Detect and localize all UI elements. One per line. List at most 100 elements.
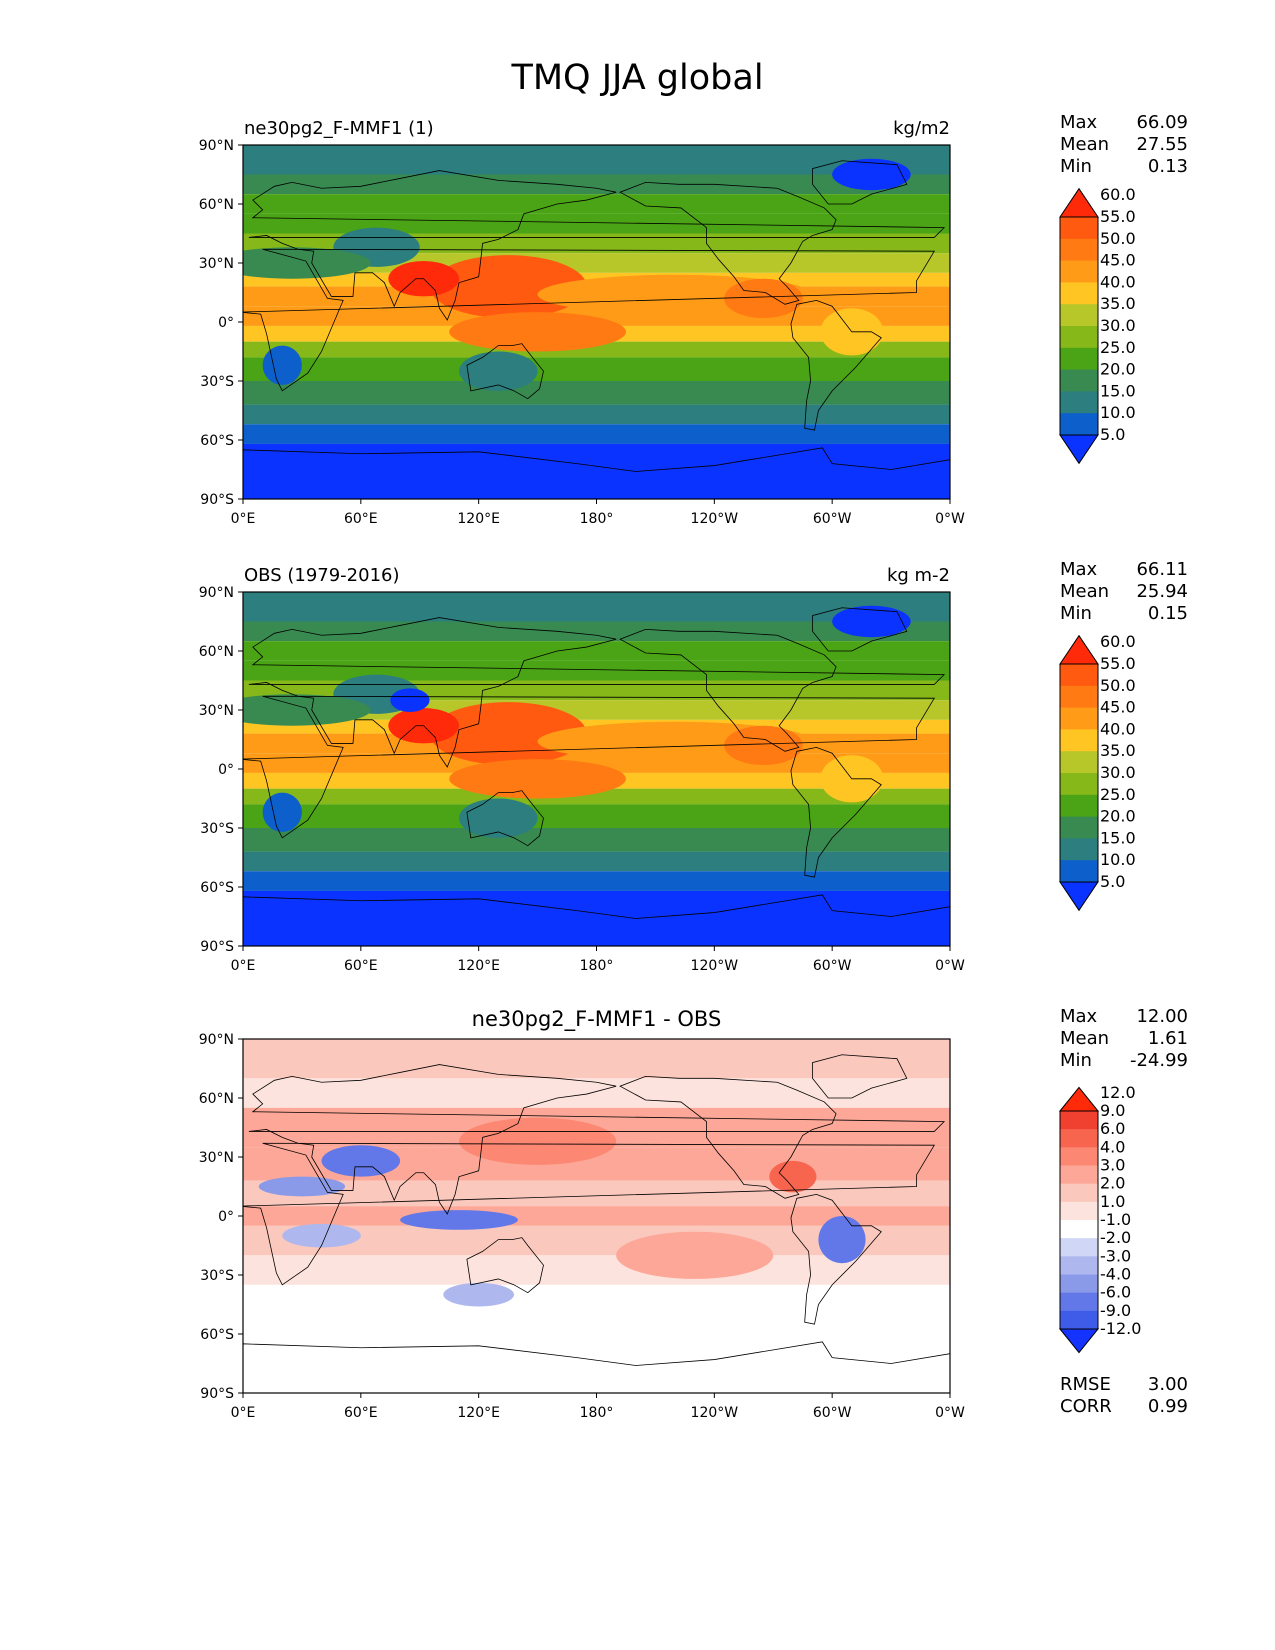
panel3-lat-band	[243, 1180, 950, 1207]
stat-label-mean: Mean	[1060, 1028, 1110, 1049]
panel1-coastline	[790, 299, 882, 431]
panel3-coastline	[812, 1054, 908, 1099]
panel2-cbar-segment	[1060, 860, 1098, 883]
panel3-lon-tick-label: 0°W	[935, 1405, 965, 1421]
panel3-field-blob	[400, 1210, 518, 1230]
stat-label-rmse: RMSE	[1060, 1374, 1111, 1395]
panel3-lat-band	[243, 1284, 950, 1338]
panel1-cbar-segment	[1060, 282, 1098, 305]
panel3-rmse: 3.00	[1147, 1374, 1188, 1395]
stat-label-max: Max	[1060, 1006, 1098, 1027]
panel1-lon-tick-label: 180°	[580, 511, 614, 527]
panel3-cbar-tick-label: -4.0	[1100, 1265, 1131, 1284]
stat-label-min: Min	[1060, 1050, 1092, 1071]
panel1-max: 66.09	[1136, 112, 1188, 133]
panel3-lat-tick-label: 90°N	[199, 1032, 234, 1048]
panel1-cbar-segment	[1060, 326, 1098, 349]
panel1-field-blob	[243, 247, 371, 279]
panel1-lat-band	[243, 194, 950, 214]
panel1-lat-band	[243, 357, 950, 381]
panel2-lat-band	[243, 851, 950, 872]
panel2-coastline	[812, 607, 908, 652]
panel3-stats: Max 12.00 Mean 1.61 Min -24.99	[1060, 1006, 1188, 1072]
panel2-coastline	[243, 695, 935, 839]
panel3-cbar-tick-label: 1.0	[1100, 1192, 1125, 1211]
panel3-cbar-tick-label: 9.0	[1100, 1101, 1125, 1120]
panel2-cbar-tick-label: 60.0	[1100, 632, 1136, 651]
panel1-cbar-extend-bottom	[1059, 434, 1099, 465]
panel2-lat-band	[243, 592, 950, 622]
panel3-title: ne30pg2_F-MMF1 - OBS	[471, 1007, 722, 1031]
panel2-cbar-extend-top	[1059, 634, 1099, 665]
panel2-coastline	[790, 746, 882, 878]
panel1-cbar-extend-top	[1059, 187, 1099, 218]
panel1-cbar-tick-label: 50.0	[1100, 229, 1136, 248]
panel1-cbar-tick-label: 60.0	[1100, 185, 1136, 204]
panel1-min: 0.13	[1147, 156, 1188, 177]
panel2-colorbar: 5.0 10.0 15.0 20.0 25.0 30.0 35.0 40.0 45.0 50.0 5…	[1059, 632, 1136, 912]
panel3-colorbar: -12.0-9.0-6.0-4.0-3.0-2.0-1.01.02.03.04.…	[1058, 1083, 1141, 1354]
panel3-coastline	[248, 1064, 946, 1215]
panel1-title: ne30pg2_F-MMF1 (1)	[244, 118, 434, 139]
panel2-cbar-segment	[1060, 729, 1098, 752]
panel2-lat-band	[243, 621, 950, 642]
panel3-cbar-segment	[1060, 1183, 1098, 1203]
panel1-field-blob	[459, 351, 538, 391]
panel1-cbar-tick-label: 25.0	[1100, 338, 1136, 357]
panel3-coastline	[243, 1341, 950, 1393]
panel2-field-blob	[449, 759, 626, 799]
panel3-cbar-tick-label: 4.0	[1100, 1137, 1125, 1156]
panel3-coastline	[619, 1075, 837, 1199]
panel1-cbar-tick-label: 15.0	[1100, 381, 1136, 400]
panel2-lat-band	[243, 828, 950, 852]
panel1-lat-band	[243, 424, 950, 444]
panel2-cbar-tick-label: 35.0	[1100, 741, 1136, 760]
panel2-lat-tick-label: 60°S	[200, 880, 234, 896]
panel1-lat-band	[243, 381, 950, 405]
panel3-lat-tick-label: 90°S	[200, 1386, 234, 1402]
panel1-coastline	[243, 447, 950, 499]
panel2-lat-tick-label: 30°S	[200, 821, 234, 837]
panel1-cbar-segment	[1060, 217, 1098, 240]
panel1-lon-tick-label: 120°E	[457, 511, 500, 527]
panel3-field	[243, 1039, 950, 1393]
panel3-field-blob	[258, 1176, 346, 1197]
panel1-lat-band	[243, 443, 950, 499]
panel2-coastline	[619, 628, 837, 752]
panel1-mean: 27.55	[1136, 134, 1188, 155]
panel1-coastline	[466, 343, 544, 400]
panel2-cbar-tick-label: 15.0	[1100, 828, 1136, 847]
panel3-coastline	[243, 1142, 935, 1286]
panel2-coastline	[466, 790, 544, 847]
panel2-cbar-segment	[1060, 794, 1098, 818]
panel1-lon-tick-label: 120°W	[691, 511, 739, 527]
panel1-cbar-tick-label: 40.0	[1100, 272, 1136, 291]
panel1-lat-tick-label: 90°S	[200, 492, 234, 508]
panel3-cbar-tick-label: 3.0	[1100, 1156, 1125, 1175]
panel3-lon-tick-label: 120°E	[457, 1405, 500, 1421]
panel3-field-blob	[282, 1223, 361, 1248]
panel1-cbar-tick-label: 35.0	[1100, 294, 1136, 313]
panel2-cbar-segment	[1060, 773, 1098, 796]
panel3-cbar-segment	[1060, 1129, 1098, 1148]
panel2-lon-tick-label: 120°E	[457, 958, 500, 974]
panel1-cbar-segment	[1060, 413, 1098, 436]
panel2-coastline	[248, 617, 946, 768]
panel2-field-blob	[390, 688, 430, 712]
panel2-mean: 25.94	[1136, 581, 1188, 602]
panel1-field-blob	[724, 278, 803, 319]
panel2-lat-tick-label: 90°N	[199, 585, 234, 601]
panel2-min: 0.15	[1147, 603, 1188, 624]
stat-label-mean: Mean	[1060, 581, 1110, 602]
panel3-cbar-segment	[1060, 1310, 1098, 1330]
panel2-stats: Max 66.11 Mean 25.94 Min 0.15	[1060, 559, 1188, 625]
panel1-coastline	[812, 160, 908, 205]
panel3-map: 90°N 60°N 30°N 0° 30°S 60°S 90°S 0°E 60°E 120°E 18…	[199, 1032, 965, 1421]
panel2-cbar-segment	[1060, 751, 1098, 774]
panel3-cbar-tick-label: -6.0	[1100, 1283, 1131, 1302]
panel3-cbar-tick-label: -1.0	[1100, 1210, 1131, 1229]
panel1-lat-tick-label: 90°N	[199, 138, 234, 154]
panel3-cbar-segment	[1060, 1111, 1098, 1130]
panel1-lat-band	[243, 145, 950, 175]
panel2-lon-tick-label: 0°E	[231, 958, 256, 974]
